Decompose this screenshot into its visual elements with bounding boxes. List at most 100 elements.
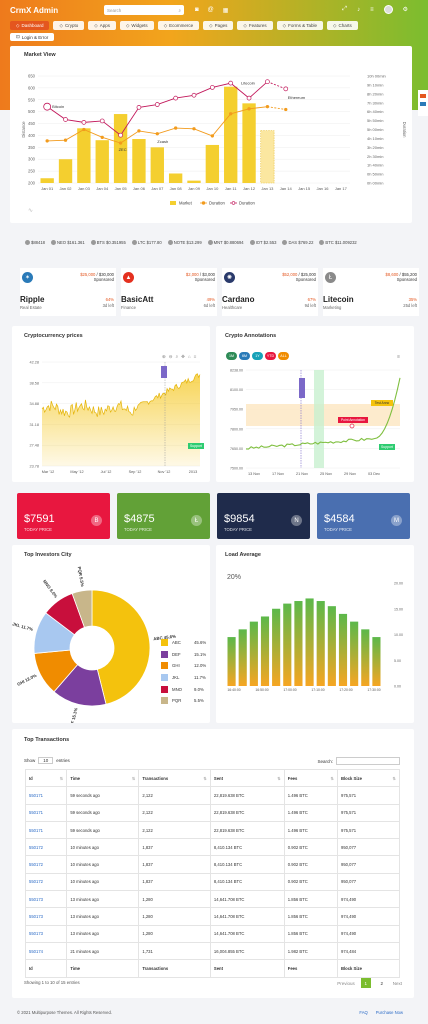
legend-marker — [201, 201, 206, 205]
pagination-next[interactable]: Next — [392, 980, 402, 986]
tab-1y[interactable]: 1Y — [252, 352, 263, 360]
load-bar — [327, 606, 336, 686]
legend-swatch — [161, 697, 168, 705]
y2-tick-label: 7h 30min — [367, 100, 383, 105]
zoom-in-icon[interactable]: ⊕ — [162, 354, 166, 359]
coin-card[interactable]: ✶ $25,000 / $30,000 Sponsored Ripple Real Es… — [20, 268, 116, 316]
transaction-id-link[interactable]: 550171 — [24, 820, 68, 840]
table-cell: 0.902 BTC — [283, 855, 338, 874]
coin-price: $2,000 / $3,000 Sponsored — [185, 272, 215, 282]
column-header-id[interactable]: Id ⇅ — [24, 768, 68, 788]
nav-item-features[interactable]: ◇ Features — [237, 21, 273, 30]
coin-icon — [167, 240, 173, 246]
x-tick-label: 17:30:00 — [367, 688, 380, 692]
zoom-out-icon[interactable]: ⊖ — [168, 354, 173, 359]
column-header-block-size[interactable]: Block Size ⇅ — [336, 768, 401, 788]
nav-item-ecommerce[interactable]: ◇ Ecommerce — [157, 21, 200, 30]
tab-all[interactable]: ALL — [278, 352, 289, 360]
column-header-transactions[interactable]: Transactions ⇅ — [138, 768, 211, 788]
pagination: Previous 1 2 Next — [337, 978, 402, 988]
chat-icon[interactable]: ◙ — [195, 6, 199, 13]
pagination-previous[interactable]: Previous — [337, 980, 355, 986]
widget-icon-2[interactable] — [420, 102, 426, 106]
nav-item-crypto[interactable]: ◇ Crypto — [53, 21, 85, 30]
table-search-input[interactable] — [336, 757, 400, 765]
nav-item-charts[interactable]: ◇ Charts — [327, 21, 358, 30]
nav-item-label: Charts — [338, 23, 352, 28]
footer-link-faq[interactable]: FAQ — [359, 1010, 368, 1015]
tab-ytd[interactable]: YTD — [265, 352, 276, 360]
nav-item-widgets[interactable]: ◇ Widgets — [119, 21, 154, 30]
mail-icon[interactable]: @ — [207, 6, 214, 13]
nav-item-pages[interactable]: ◇ Pages — [203, 21, 234, 30]
side-widget[interactable] — [418, 90, 428, 116]
transaction-id-link[interactable]: 550173 — [24, 924, 68, 943]
coin-price: $8,600 / $55,200 Sponsored — [385, 272, 417, 282]
ticker-value: MNT $0.880694 — [213, 240, 244, 245]
nav-item-dashboard[interactable]: ◇ Dashboard — [10, 21, 50, 30]
home-icon[interactable]: ⌂ — [187, 354, 191, 359]
nav-item-label: Features — [248, 23, 267, 28]
duration-2-point — [191, 92, 197, 98]
stat-card[interactable]: $7591 TODAY PRICE B — [17, 493, 110, 539]
coin-card[interactable]: ▲ $2,000 / $3,000 Sponsored BasicAtt Finance… — [121, 268, 217, 316]
nav-item-apps[interactable]: ◇ Apps — [88, 21, 116, 30]
coin-sponsored: Sponsored — [93, 277, 114, 282]
footer-link-purchase[interactable]: Purchase Now — [375, 1010, 403, 1015]
calendar-icon[interactable]: ▦ — [222, 7, 229, 14]
tab-6m[interactable]: 6M — [239, 352, 250, 360]
ticker-item: NEO $161.361 — [50, 240, 85, 246]
menu-icon[interactable]: ≡ — [397, 354, 400, 360]
page-length-select[interactable]: 10 — [38, 757, 54, 764]
lock-icon: ⊡ — [16, 34, 20, 39]
avatar[interactable] — [383, 5, 393, 14]
widget-icon[interactable] — [420, 94, 426, 98]
notification-icon[interactable]: ♪ — [357, 6, 361, 13]
column-header-time[interactable]: Time ⇅ — [66, 768, 140, 788]
transaction-id-link[interactable]: 550171 — [24, 786, 68, 805]
search-input[interactable]: Search — [107, 7, 122, 13]
nav-item-label: Pages — [214, 23, 228, 28]
nav-item-login-error[interactable]: ⊡ Login & Error — [10, 33, 55, 41]
legend-swatch — [161, 674, 168, 682]
menu-icon[interactable]: ≡ — [193, 354, 197, 359]
coin-name: Ripple — [20, 295, 45, 304]
coin-card[interactable]: Ł $8,600 / $55,200 Sponsored Litecoin Market… — [323, 268, 419, 316]
coin-name: Cardano — [222, 295, 255, 304]
ticker-item: IOT $2.553 — [249, 240, 276, 246]
stat-card[interactable]: $4584 TODAY PRICE M — [317, 493, 410, 539]
topbar: CrmX Admin Search ⌕ ◙ @ ▦ — [0, 0, 428, 20]
sidebar-toggle-icon[interactable]: ≡ — [370, 6, 374, 13]
y-tick-label: 20.00 — [394, 582, 403, 586]
coin-card[interactable]: ✺ $52,000 / $25,000 Sponsored Cardano Health… — [222, 268, 318, 316]
transaction-id-link[interactable]: 550171 — [24, 803, 68, 822]
nav-item-forms-table[interactable]: ◇ Forms & Table — [276, 21, 324, 30]
pagination-page-2[interactable]: 2 — [380, 980, 383, 986]
app-logo[interactable]: CrmX Admin — [10, 5, 59, 15]
transaction-id-link[interactable]: 550172 — [24, 838, 68, 857]
transaction-id-link[interactable]: 550174 — [24, 941, 68, 961]
magnify-icon[interactable]: ⌕ — [175, 354, 179, 359]
pagination-page-1[interactable]: 1 — [360, 978, 371, 988]
column-header-sent[interactable]: Sent ⇅ — [209, 768, 285, 788]
transaction-id-link[interactable]: 550172 — [24, 872, 68, 892]
pan-icon[interactable]: ✥ — [181, 354, 185, 359]
table-cell: 1.856 BTC — [283, 924, 338, 943]
stat-card[interactable]: $4875 TODAY PRICE Ł — [117, 493, 210, 539]
tab-1m[interactable]: 1M — [226, 352, 237, 360]
search-icon[interactable]: ⌕ — [178, 7, 181, 13]
gear-icon[interactable]: ⚙ — [402, 7, 408, 13]
transaction-id-link[interactable]: 550172 — [24, 855, 68, 874]
transaction-id-link[interactable]: 550173 — [24, 907, 68, 926]
table-cell: 1.496 BTC — [283, 786, 338, 805]
duration-1-point — [229, 112, 233, 116]
search-box[interactable]: Search ⌕ — [104, 5, 184, 15]
column-header-fees[interactable]: Fees ⇅ — [283, 768, 338, 788]
fullscreen-icon[interactable]: ⤢ — [342, 6, 348, 12]
stat-value: $9854 — [224, 513, 255, 525]
x-tick-label: Jan 11 — [225, 186, 237, 191]
coin-percent: 67% — [307, 297, 316, 302]
stat-card[interactable]: $9854 TODAY PRICE N — [217, 493, 310, 539]
transaction-id-link[interactable]: 550173 — [24, 890, 68, 909]
